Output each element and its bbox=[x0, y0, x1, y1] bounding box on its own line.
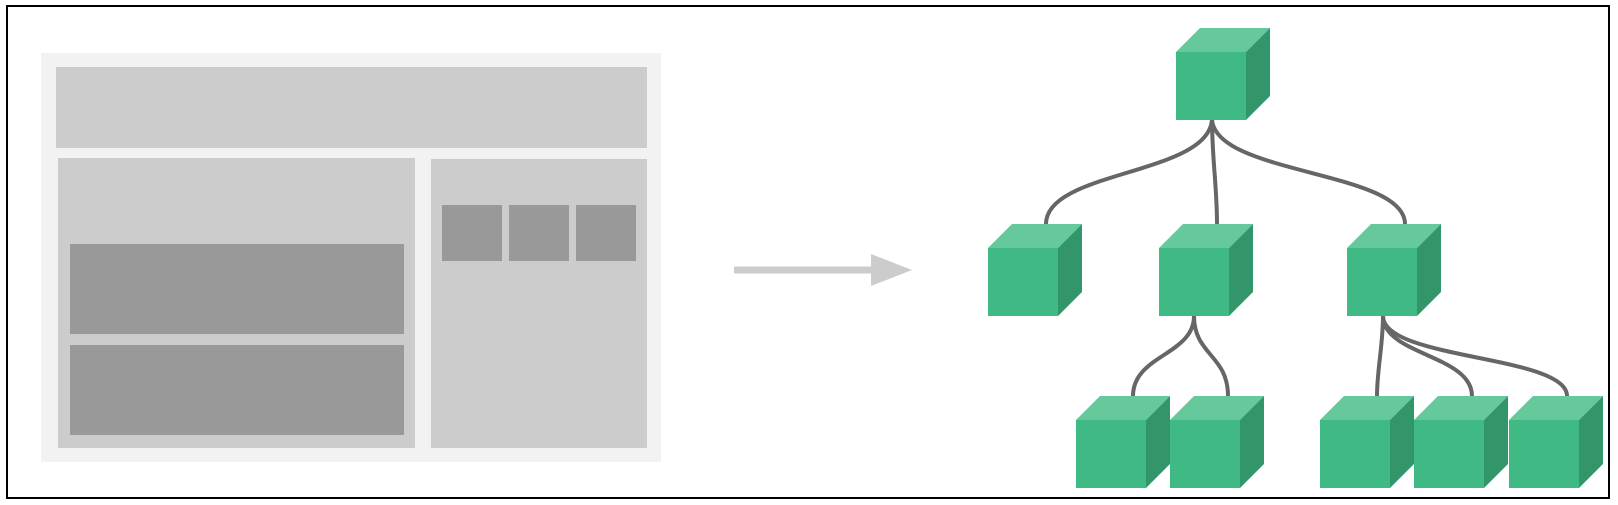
wireframe-sidebar-tile-1 bbox=[442, 205, 502, 261]
wireframe-header bbox=[56, 67, 647, 148]
cube-middle-a bbox=[1076, 396, 1170, 488]
transform-arrow bbox=[734, 254, 912, 286]
wireframe-sidebar-tile-3 bbox=[576, 205, 636, 261]
connector-middle-a bbox=[1131, 314, 1196, 398]
connector-right-b bbox=[1381, 314, 1474, 398]
wireframe-sidebar-tile-2 bbox=[509, 205, 569, 261]
cube-middle bbox=[1159, 224, 1253, 316]
tree-connectors bbox=[1044, 116, 1569, 398]
page-wireframe bbox=[41, 53, 661, 462]
cube-right-c bbox=[1509, 396, 1603, 488]
wireframe-sidebar-panel bbox=[431, 159, 647, 448]
arrow-head bbox=[871, 254, 912, 286]
connector-root-left bbox=[1044, 116, 1214, 226]
tree-cubes bbox=[988, 28, 1603, 488]
connector-right-c bbox=[1381, 314, 1569, 398]
cube-middle-b bbox=[1170, 396, 1264, 488]
cube-right bbox=[1347, 224, 1441, 316]
cube-root bbox=[1176, 28, 1270, 120]
cube-right-b bbox=[1414, 396, 1508, 488]
cube-right-a bbox=[1320, 396, 1414, 488]
connector-middle-b bbox=[1192, 314, 1230, 398]
connector-right-a bbox=[1375, 314, 1385, 398]
connector-root-middle bbox=[1210, 116, 1219, 226]
cube-left bbox=[988, 224, 1082, 316]
connector-root-right bbox=[1210, 116, 1407, 226]
wireframe-main-block-1 bbox=[70, 244, 404, 334]
wireframe-main-block-2 bbox=[70, 345, 404, 435]
